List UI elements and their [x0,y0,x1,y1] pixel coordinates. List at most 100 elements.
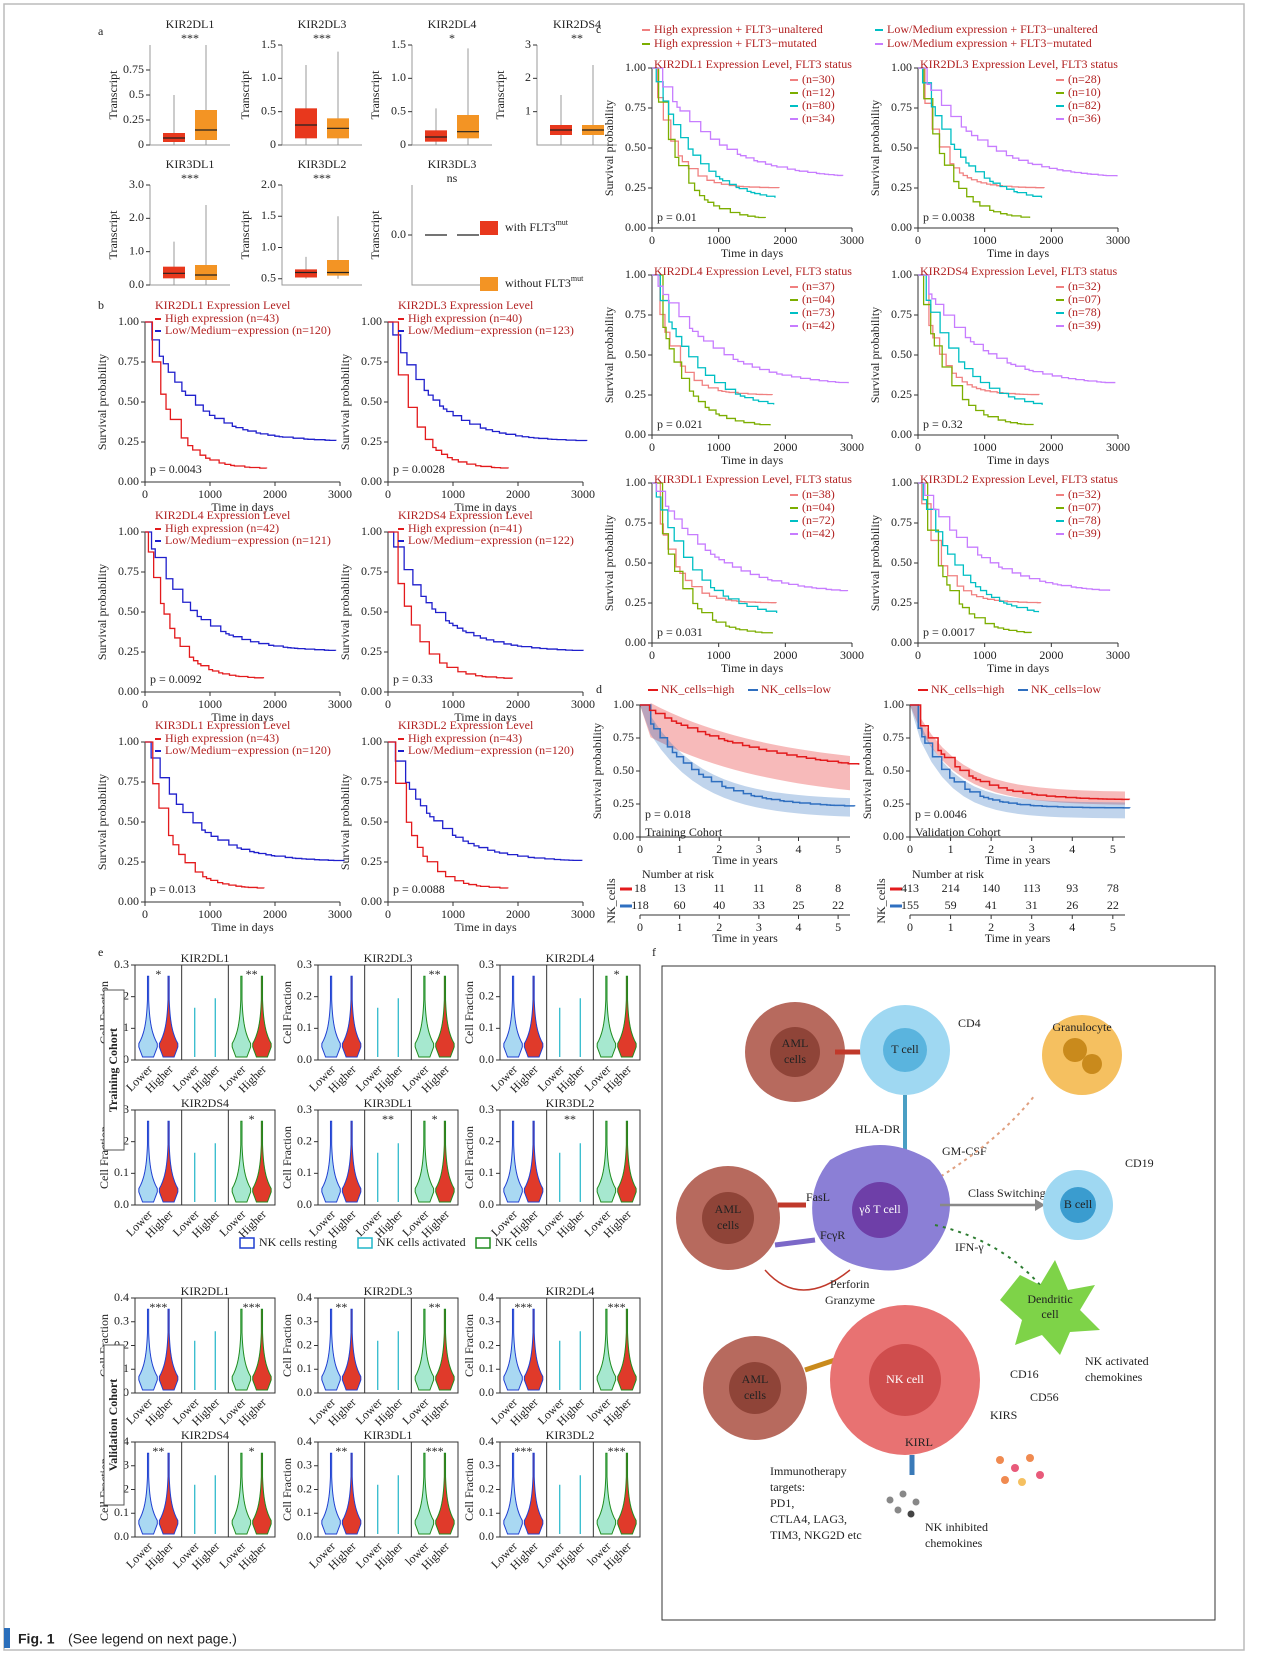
plot-title: KIR2DL1 [181,1284,230,1298]
significance: ** [429,967,441,981]
y-tick-label: 0.00 [625,635,646,649]
significance: *** [514,1300,532,1314]
y-axis-label: NK_cells [874,878,888,924]
t-cell: T cell [860,1005,950,1095]
p-value: p = 0.0017 [923,625,975,639]
legend-text: without FLT3 [505,276,571,290]
significance: ** [335,1300,347,1314]
x-tick-label: 3000 [328,487,352,501]
x-tick-label: 3000 [1106,440,1130,454]
y-axis-label: Survival probability [95,354,109,450]
plot-title: KIR3DL1 [364,1428,413,1442]
violin [321,1308,341,1391]
y-tick-label: 0.0 [479,1197,494,1211]
legend-label: (n=42) [802,318,835,332]
cohort-label: Training Cohort [645,825,723,839]
y-axis-label: Survival probability [860,723,874,819]
y-tick-label: 0.25 [625,180,646,194]
y-tick-label: 0.00 [118,894,139,908]
x-tick-label: 0 [649,648,655,662]
p-value: p = 0.0038 [923,210,975,224]
y-tick-label: 1.00 [118,734,139,748]
y-axis-label: Survival probability [868,515,882,611]
violin [414,975,435,1058]
plot-title: KIR3DL2 [546,1428,595,1442]
y-tick-label: 0.4 [114,1290,129,1304]
violin [523,1452,544,1535]
legend-label: NK_cells=low [1031,682,1101,696]
y-tick-label: 0.1 [479,1361,494,1375]
x-tick-label: 5 [1110,842,1116,856]
y-tick-label: 0.1 [297,1505,312,1519]
x-tick-label: 3000 [1106,233,1130,247]
x-tick-label: 3000 [840,233,864,247]
survival-curve [918,274,1116,384]
label: AML [742,1372,769,1386]
y-tick-label: 0.00 [118,684,139,698]
caption-text: (See legend on next page.) [68,1631,237,1647]
legend-label: High expression + FLT3−unaltered [654,22,823,36]
label: CD19 [1125,1156,1154,1170]
survival-curve [652,274,773,396]
y-tick-label: 1.00 [891,60,912,74]
legend-swatch [357,1237,373,1249]
violin [321,975,341,1058]
p-value: p = 0.0028 [393,462,445,476]
significance: ** [335,1444,347,1458]
legend-label: (n=34) [802,111,835,125]
x-axis-label: Time in days [454,500,517,514]
significance: * [449,31,455,45]
survival-curve [652,274,771,426]
y-tick-label: 1.0 [129,243,144,257]
cohort-label: Validation Cohort [106,1379,120,1472]
box [457,115,479,139]
label: Class Switching [968,1186,1046,1200]
y-tick-label: 1.00 [883,697,904,711]
legend-label: NK cells activated [377,1235,466,1249]
y-tick-label: 0.2 [479,1133,494,1147]
violin [252,1452,272,1535]
axes [387,322,583,483]
legend-label: NK cells resting [259,1235,337,1249]
y-tick-label: 0.2 [479,1481,494,1495]
x-tick-label: 0 [385,487,391,501]
plot-title: KIR2DS4 Expression Level, FLT3 status [920,264,1118,278]
risk-count: 33 [753,898,765,912]
y-tick-label: 0.0 [114,1529,129,1543]
y-tick-label: 0.0 [114,1197,129,1211]
y-tick-label: 0.0 [391,227,406,241]
risk-count: 31 [1026,898,1038,912]
y-tick-label: 0.0 [297,1529,312,1543]
panel-label: c [596,22,601,36]
label: chemokines [925,1536,983,1550]
x-tick-label: 1 [677,920,683,934]
violin [158,1308,179,1391]
label: HLA-DR [855,1122,900,1136]
y-tick-label: 0.75 [118,354,139,368]
survival-curve [388,531,513,679]
cohort-label: Validation Cohort [915,825,1001,839]
y-tick-label: 0.0 [479,1385,494,1399]
violin [617,975,637,1058]
risk-count: 60 [674,898,686,912]
y-tick-label: 1.00 [361,524,382,538]
y-tick-label: 1.00 [625,60,646,74]
violin [435,1452,455,1535]
y-tick-label: 0.50 [883,763,904,777]
y-tick-label: 0.4 [479,1290,494,1304]
y-tick-label: 1.00 [625,475,646,489]
label: Granzyme [825,1293,875,1307]
violin [523,1308,544,1391]
y-tick-label: 0 [270,137,276,151]
x-axis-label: Time in days [987,661,1050,675]
survival-curve [145,531,337,651]
label: B cell [1064,1197,1093,1211]
plot-title: KIR3DL2 [546,1096,595,1110]
x-tick-label: 3000 [840,648,864,662]
x-tick-label: 1000 [441,487,465,501]
x-tick-label: 1000 [973,233,997,247]
y-tick-label: 1.00 [625,267,646,281]
x-axis-label: Time in days [721,453,784,467]
label: CD16 [1010,1367,1039,1381]
legend-label: Low/Medium expression + FLT3−unaltered [887,22,1098,36]
